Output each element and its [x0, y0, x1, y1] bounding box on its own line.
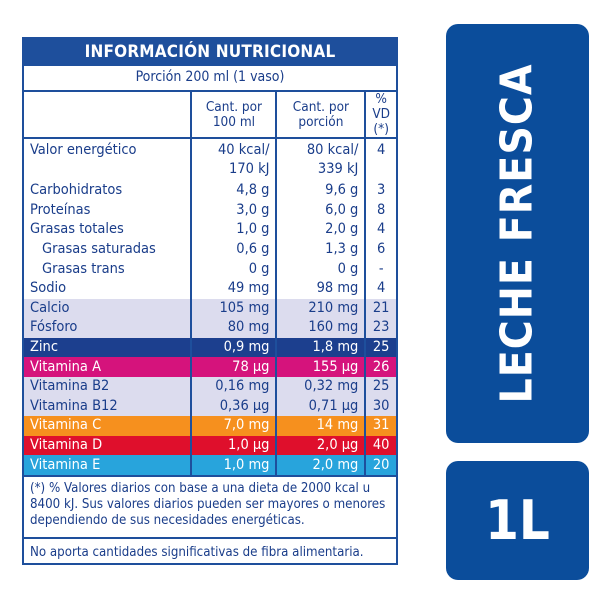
volume: 1L	[485, 489, 550, 552]
amount-per-100ml: 7,0 mg	[190, 416, 277, 436]
amount-per-100ml: 80 mg	[190, 318, 277, 338]
table-row: Vitamina E 1,0 mg 2,0 mg 20	[24, 455, 396, 475]
product-name-badge: LECHE FRESCA	[446, 24, 589, 443]
amount-per-portion: 0,71 µg	[275, 396, 366, 417]
header-daily-value: % VD (*)	[364, 92, 396, 139]
amount-per-100ml: 49 mg	[190, 278, 277, 299]
nutrient-name: Vitamina E	[30, 456, 101, 473]
daily-value-percent: 25	[364, 337, 396, 358]
amount-per-100ml: 1,0 g	[190, 220, 277, 240]
volume-badge: 1L	[446, 461, 589, 580]
nutrition-facts-panel: INFORMACIÓN NUTRICIONAL Porción 200 ml (…	[22, 37, 398, 565]
nutrient-name: Grasas totales	[30, 221, 124, 238]
nutrient-name: Vitamina B12	[30, 397, 118, 414]
amount-per-100ml: 0,36 µg	[190, 396, 277, 417]
amount-per-portion: 6,0 g	[275, 200, 366, 221]
daily-value-percent: 4	[364, 138, 396, 181]
amount-per-portion: 160 mg	[275, 318, 366, 338]
daily-value-footnote: (*) % Valores diarios con base a una die…	[24, 474, 396, 537]
table-row: Vitamina A 78 µg 155 µg 26	[24, 357, 396, 377]
nutrient-name: Fósforo	[30, 319, 78, 336]
nutrient-name: Valor energético	[30, 142, 137, 158]
daily-value-percent: 8	[364, 200, 396, 221]
amount-per-100ml: 1,0 µg	[190, 435, 277, 456]
daily-value-percent: 21	[364, 298, 396, 319]
daily-value-percent: 31	[364, 416, 396, 436]
daily-value-percent: 20	[364, 455, 396, 475]
table-header-row: Cant. por 100 ml Cant. por porción % VD …	[24, 92, 396, 139]
nutrient-name: Sodio	[30, 280, 67, 297]
amount-per-100ml: 0,16 mg	[190, 376, 277, 397]
amount-per-portion: 98 mg	[275, 278, 366, 299]
header-nutrient	[24, 92, 192, 139]
nutrient-name: Proteínas	[30, 201, 91, 218]
amount-per-portion: 1,8 mg	[275, 337, 366, 358]
amount-per-portion: 14 mg	[275, 416, 366, 436]
amount-per-portion: 2,0 g	[275, 220, 366, 240]
amount-per-portion: 210 mg	[275, 298, 366, 319]
nutrient-name: Calcio	[30, 299, 70, 316]
amount-per-100ml: 40 kcal/ 170 kJ	[190, 138, 277, 181]
amount-per-portion: 2,0 µg	[275, 435, 366, 456]
amount-per-100ml: 4,8 g	[190, 181, 277, 201]
table-row: Calcio 105 mg 210 mg 21	[24, 298, 396, 319]
nutrient-name: Zinc	[30, 339, 59, 356]
daily-value-percent: -	[364, 259, 396, 279]
nutrient-name: Vitamina B2	[30, 378, 110, 395]
table-row: Fósforo 80 mg 160 mg 23	[24, 318, 396, 338]
amount-per-portion: 0,32 mg	[275, 376, 366, 397]
table-row: Vitamina B2 0,16 mg 0,32 mg 25	[24, 376, 396, 397]
table-row: Valor energético 40 kcal/ 170 kJ 80 kcal/ …	[24, 138, 396, 181]
daily-value-percent: 23	[364, 318, 396, 338]
amount-per-100ml: 1,0 mg	[190, 455, 277, 475]
nutrient-name: Vitamina D	[30, 437, 103, 454]
amount-per-portion: 9,6 g	[275, 181, 366, 201]
amount-per-100ml: 105 mg	[190, 298, 277, 319]
amount-per-100ml: 0 g	[190, 259, 277, 279]
nutrient-name: Vitamina A	[30, 358, 101, 375]
daily-value-percent: 4	[364, 278, 396, 299]
amount-per-portion: 2,0 mg	[275, 455, 366, 475]
daily-value-percent: 4	[364, 220, 396, 240]
nutrient-name: Vitamina C	[30, 417, 102, 434]
daily-value-percent: 3	[364, 181, 396, 201]
daily-value-percent: 40	[364, 435, 396, 456]
amount-per-portion: 155 µg	[275, 357, 366, 377]
amount-per-100ml: 78 µg	[190, 357, 277, 377]
daily-value-percent: 25	[364, 376, 396, 397]
table-row: Zinc 0,9 mg 1,8 mg 25	[24, 337, 396, 358]
product-name: LECHE FRESCA	[492, 63, 544, 404]
amount-per-portion: 80 kcal/ 339 kJ	[275, 138, 366, 181]
header-per-portion: Cant. por porción	[275, 92, 366, 139]
amount-per-100ml: 0,6 g	[190, 239, 277, 260]
amount-per-portion: 0 g	[275, 259, 366, 279]
amount-per-100ml: 0,9 mg	[190, 337, 277, 358]
header-per-100ml: Cant. por 100 ml	[190, 92, 277, 139]
daily-value-percent: 6	[364, 239, 396, 260]
nutrition-table: Cant. por 100 ml Cant. por porción % VD …	[24, 92, 396, 475]
table-row: Vitamina C 7,0 mg 14 mg 31	[24, 416, 396, 436]
portion-size: Porción 200 ml (1 vaso)	[24, 66, 396, 92]
amount-per-portion: 1,3 g	[275, 239, 366, 260]
nutrient-name: Grasas trans	[42, 260, 125, 277]
daily-value-percent: 30	[364, 396, 396, 417]
nutrient-name: Carbohidratos	[30, 182, 123, 199]
table-row: Vitamina B12 0,36 µg 0,71 µg 30	[24, 396, 396, 417]
amount-per-100ml: 3,0 g	[190, 200, 277, 221]
fiber-note: No aporta cantidades significativas de f…	[24, 536, 396, 567]
table-row: Vitamina D 1,0 µg 2,0 µg 40	[24, 435, 396, 456]
table-row: Sodio 49 mg 98 mg 4	[24, 278, 396, 299]
nutrient-name: Grasas saturadas	[42, 241, 156, 258]
daily-value-percent: 26	[364, 357, 396, 377]
nutrition-title: INFORMACIÓN NUTRICIONAL	[24, 39, 396, 66]
